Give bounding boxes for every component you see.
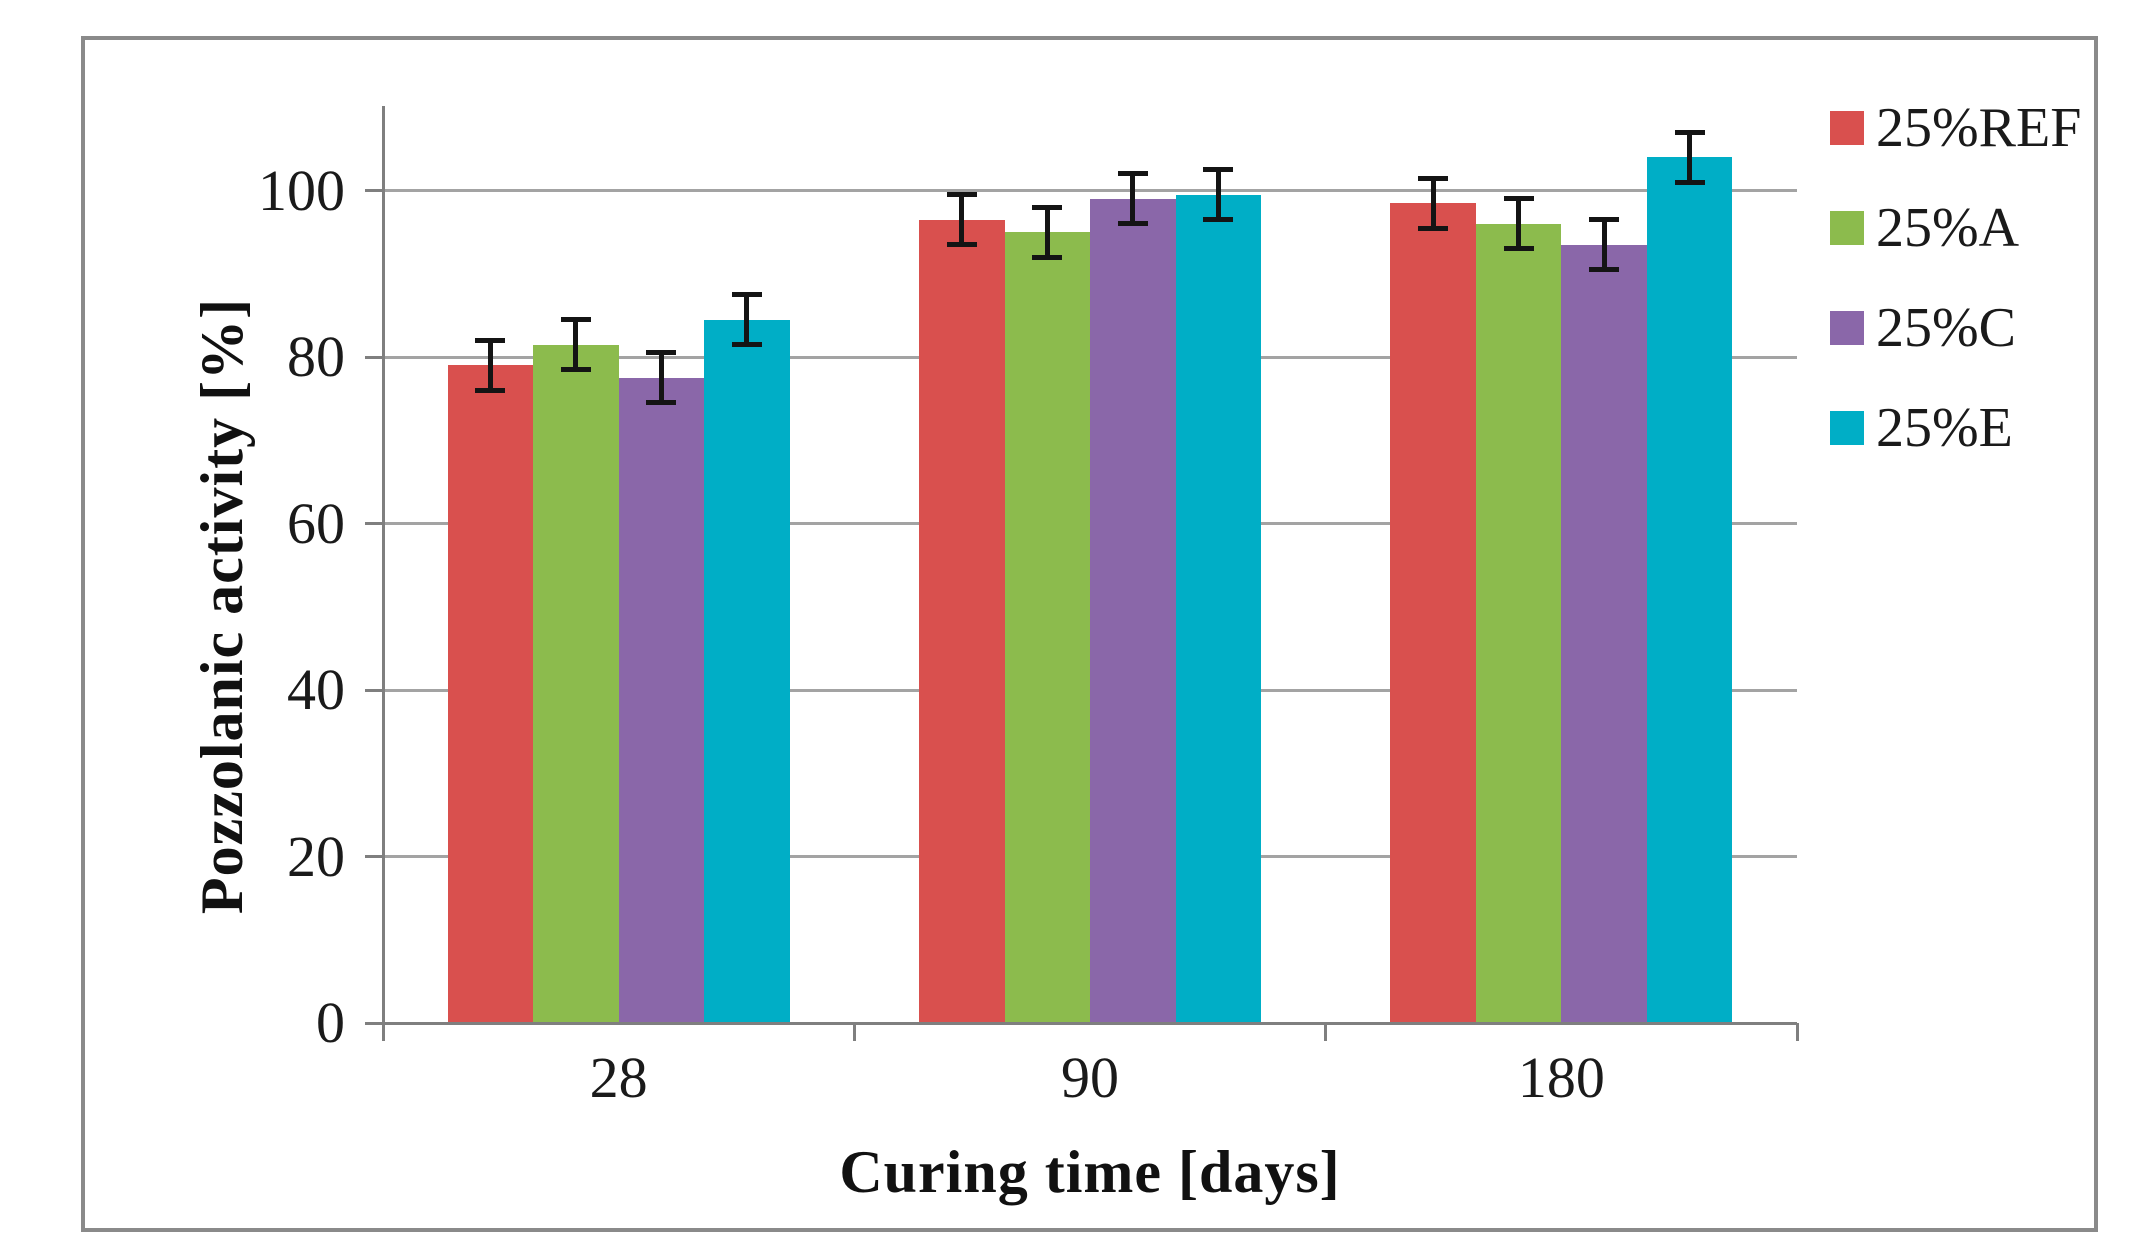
bar-25%C-90 [1090, 198, 1176, 1023]
bar-25%REF-180 [1390, 203, 1476, 1023]
y-tick-label: 100 [258, 157, 345, 223]
error-bar-cap-bottom [731, 342, 762, 348]
error-bar-line [1430, 178, 1436, 229]
legend-label: 25%A [1876, 197, 2020, 259]
bar-25%REF-28 [447, 365, 534, 1023]
y-tick-80 [365, 355, 383, 359]
error-bar-cap-top [1418, 175, 1449, 181]
legend-label: 25%REF [1876, 97, 2082, 159]
error-bar-line [1044, 207, 1050, 258]
y-tick-label: 80 [287, 324, 345, 390]
chart-outer-border [81, 36, 2098, 1232]
x-axis-title: Curing time [days] [839, 1139, 1341, 1205]
error-bar-cap-top [1032, 204, 1063, 210]
error-bar-line [1601, 219, 1607, 270]
bar-25%REF-90 [919, 219, 1005, 1023]
error-bar-cap-top [1674, 129, 1705, 135]
y-tick-label: 0 [316, 990, 345, 1055]
x-axis-line [383, 1021, 1797, 1025]
x-tick-0 [381, 1023, 385, 1041]
bar-25%C-180 [1561, 244, 1647, 1023]
bar-25%A-90 [1004, 232, 1090, 1023]
error-bar-line [1516, 198, 1522, 249]
y-tick-label: 60 [287, 490, 345, 556]
error-bar-cap-top [475, 337, 506, 343]
error-bar-cap-bottom [1418, 225, 1449, 231]
error-bar-line [1130, 173, 1136, 224]
error-bar-line [744, 294, 750, 345]
x-tick-label-90: 90 [1061, 1045, 1119, 1110]
x-tick-1 [852, 1023, 856, 1041]
bar-25%E-180 [1646, 157, 1733, 1023]
error-bar-line [658, 352, 664, 403]
error-bar-cap-bottom [646, 400, 677, 406]
error-bar-line [959, 194, 965, 245]
error-bar-line [573, 319, 579, 370]
error-bar-cap-bottom [946, 242, 977, 248]
error-bar-cap-bottom [560, 367, 591, 373]
bar-25%C-28 [618, 377, 705, 1023]
y-tick-100 [365, 189, 383, 193]
bar-25%A-180 [1475, 223, 1562, 1023]
y-tick-60 [365, 522, 383, 526]
error-bar-cap-top [731, 292, 762, 298]
error-bar-cap-bottom [1503, 246, 1534, 252]
legend-label: 25%E [1876, 397, 2013, 459]
y-tick-label: 20 [287, 823, 345, 889]
bar-25%E-28 [704, 319, 790, 1023]
error-bar-line [1687, 132, 1693, 183]
gridline-y-100 [383, 189, 1797, 193]
x-tick-label-28: 28 [589, 1045, 648, 1110]
error-bar-cap-bottom [1674, 179, 1705, 185]
bar-25%A-28 [533, 344, 619, 1023]
error-bar-cap-bottom [1032, 254, 1063, 260]
legend-swatch-icon [1830, 111, 1864, 145]
legend-swatch-icon [1830, 411, 1864, 445]
error-bar-line [1215, 169, 1221, 220]
error-bar-cap-top [646, 350, 677, 356]
y-tick-20 [365, 855, 383, 859]
error-bar-cap-top [560, 317, 591, 323]
error-bar-cap-top [946, 192, 977, 198]
y-tick-0 [365, 1021, 383, 1025]
error-bar-cap-top [1589, 217, 1620, 223]
error-bar-cap-top [1117, 171, 1148, 177]
legend-label: 25%C [1876, 297, 2016, 359]
error-bar-cap-top [1503, 196, 1534, 202]
y-axis-line [381, 106, 385, 1041]
y-axis-title: Pozzolanic activity [%] [189, 297, 255, 915]
error-bar-line [487, 340, 493, 391]
error-bar-cap-bottom [1589, 267, 1620, 273]
bar-25%E-90 [1175, 194, 1261, 1023]
x-tick-3 [1795, 1023, 1799, 1041]
legend-swatch-icon [1830, 211, 1864, 245]
error-bar-cap-bottom [475, 387, 506, 393]
x-tick-label-180: 180 [1517, 1045, 1605, 1110]
error-bar-cap-top [1203, 167, 1234, 173]
x-tick-2 [1324, 1023, 1328, 1041]
y-tick-label: 40 [287, 657, 345, 723]
error-bar-cap-bottom [1203, 217, 1234, 223]
legend-swatch-icon [1830, 311, 1864, 345]
error-bar-cap-bottom [1117, 221, 1148, 227]
y-tick-40 [365, 688, 383, 692]
